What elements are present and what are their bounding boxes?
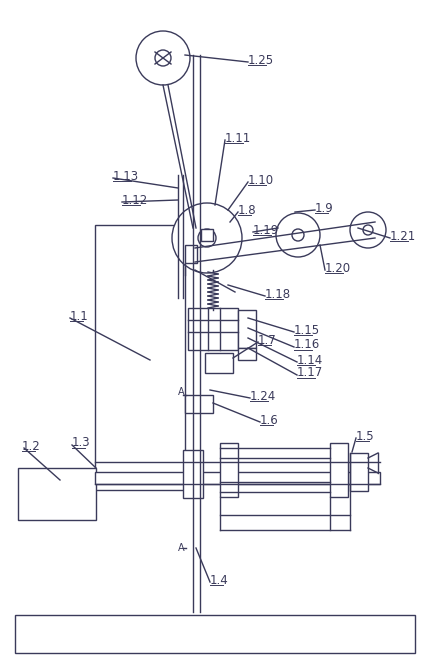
Text: 1.10: 1.10	[248, 174, 274, 186]
Bar	[205, 353, 233, 373]
Text: 1.12: 1.12	[122, 193, 148, 207]
Circle shape	[292, 229, 304, 241]
Text: 1.17: 1.17	[297, 367, 323, 380]
Text: 1.6: 1.6	[260, 413, 279, 426]
Bar	[185, 395, 213, 413]
Bar	[188, 308, 238, 350]
Text: 1.16: 1.16	[294, 338, 320, 351]
Bar	[95, 472, 380, 484]
Bar	[95, 225, 185, 490]
Text: 1.15: 1.15	[294, 324, 320, 336]
Text: 1.5: 1.5	[356, 430, 375, 442]
Bar	[238, 310, 256, 348]
Bar	[201, 229, 213, 241]
Bar	[18, 468, 96, 520]
Text: 1.8: 1.8	[238, 203, 257, 216]
Bar	[350, 453, 368, 491]
Circle shape	[155, 50, 171, 66]
Text: 1.21: 1.21	[390, 230, 416, 243]
Text: 1.1: 1.1	[70, 309, 89, 322]
Text: 1.19: 1.19	[253, 224, 279, 236]
Circle shape	[198, 229, 216, 247]
Text: A: A	[178, 387, 184, 397]
Text: 1.4: 1.4	[210, 574, 229, 586]
Circle shape	[172, 203, 242, 273]
Bar	[183, 450, 203, 498]
Circle shape	[350, 212, 386, 248]
Bar	[185, 245, 197, 263]
Text: A: A	[178, 543, 184, 553]
Circle shape	[136, 31, 190, 85]
Text: 1.25: 1.25	[248, 53, 274, 66]
Text: 1.13: 1.13	[113, 170, 139, 182]
Text: 1.24: 1.24	[250, 390, 276, 403]
Text: 1.9: 1.9	[315, 201, 334, 215]
Circle shape	[363, 225, 373, 235]
Bar	[15, 615, 415, 653]
Bar	[238, 348, 256, 360]
Bar	[220, 443, 238, 497]
Text: 1.14: 1.14	[297, 353, 323, 367]
Text: 1.2: 1.2	[22, 440, 41, 453]
Text: 1.11: 1.11	[225, 132, 251, 145]
Text: 1.3: 1.3	[72, 436, 91, 449]
Text: 1.20: 1.20	[325, 261, 351, 274]
Text: 1.7: 1.7	[258, 334, 277, 347]
Circle shape	[276, 213, 320, 257]
Bar	[330, 443, 348, 497]
Text: 1.18: 1.18	[265, 288, 291, 301]
